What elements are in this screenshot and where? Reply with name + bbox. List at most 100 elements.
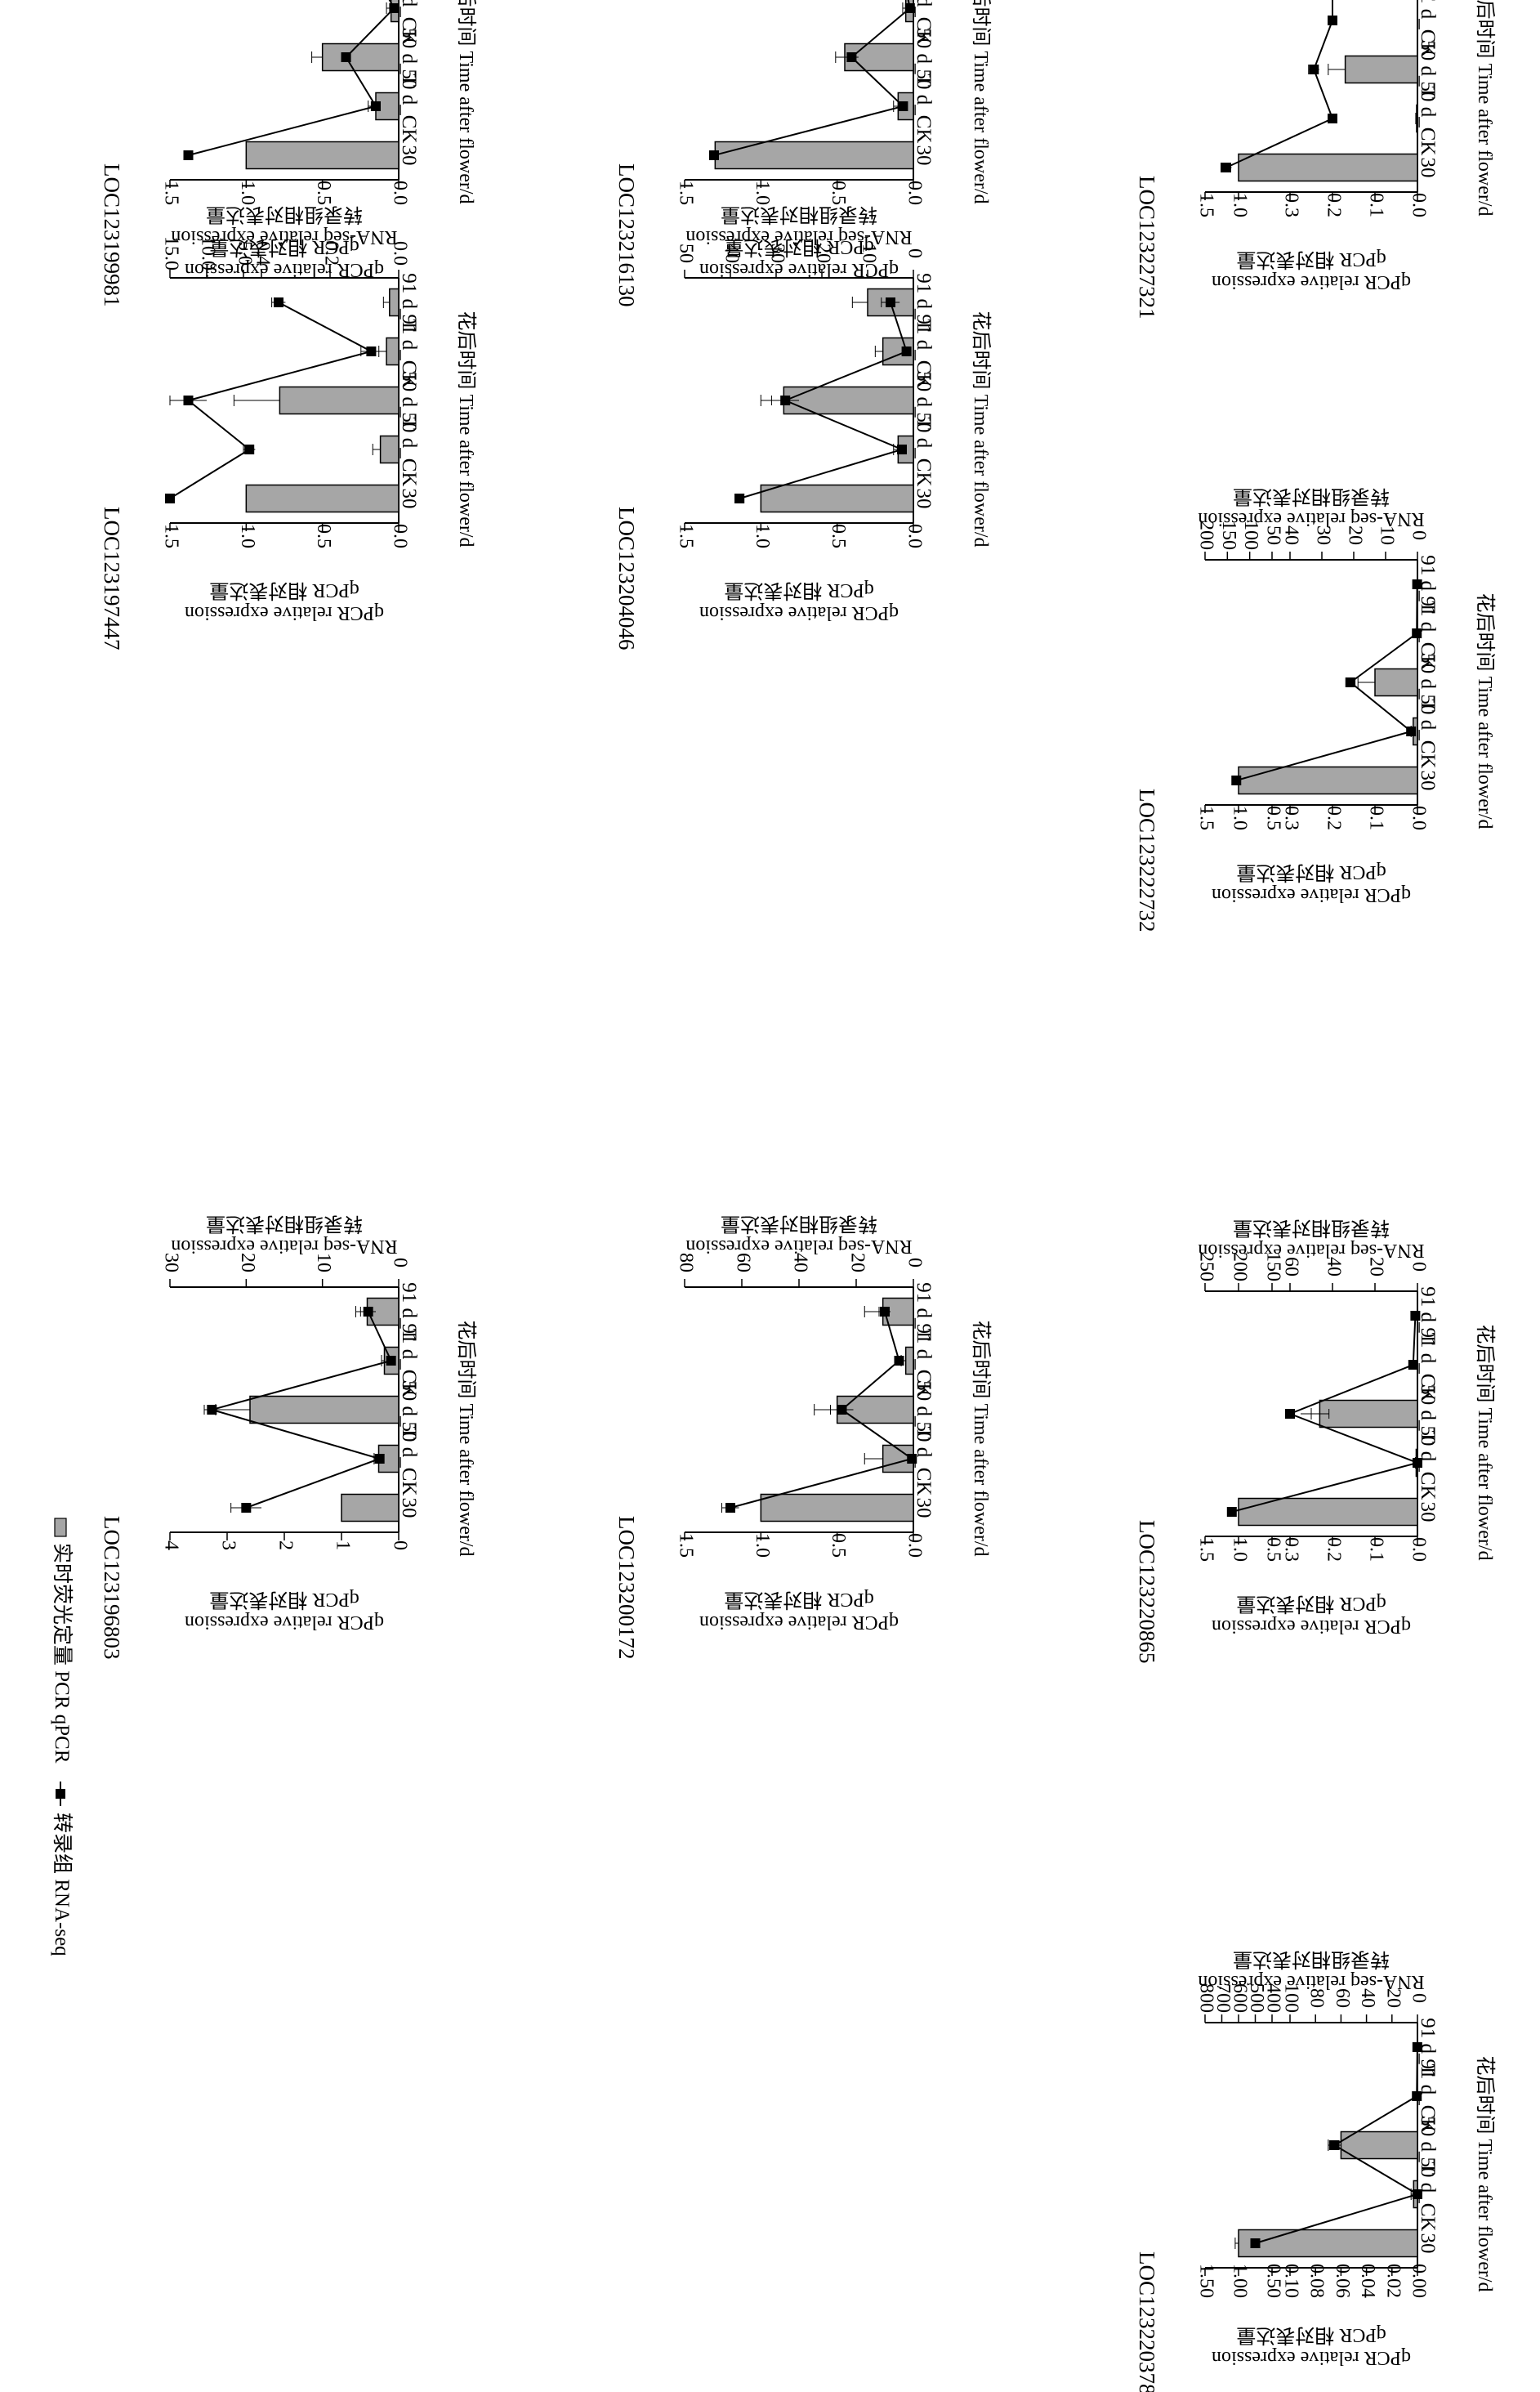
- left-axis-label: qPCR 相对表达量: [1236, 1593, 1386, 1615]
- left-tick-label: 1.5: [675, 524, 696, 548]
- qpcr-bar: [1319, 1399, 1418, 1428]
- category-label: 50 d_T: [1417, 2116, 1439, 2175]
- legend-qpcr-label: 实时荧光定量 PCR qPCR: [51, 1543, 74, 1764]
- chart-title: LOC123220865: [1135, 1520, 1159, 1664]
- right-tick-label: 150: [1218, 521, 1239, 550]
- rnaseq-marker: [1413, 2189, 1422, 2199]
- right-tick-label: 20: [1344, 525, 1365, 545]
- right-tick-label: 0: [1408, 1262, 1429, 1272]
- category-label: 50 d_T: [398, 28, 420, 87]
- rnaseq-marker: [183, 396, 194, 405]
- right-axis-label: 转录组相对表达量: [721, 203, 877, 226]
- category-label: 30: [913, 489, 935, 509]
- right-tick-label: 0.4: [252, 241, 273, 266]
- right-tick-label: 20: [1382, 1988, 1404, 2008]
- left-tick-label: 0.50: [1262, 2264, 1283, 2298]
- left-tick-label: 1.0: [1229, 1537, 1250, 1562]
- category-label: 91 d_CK: [398, 315, 420, 389]
- qpcr-bar: [279, 386, 400, 415]
- right-axis-label: RNA-seq relative expression: [685, 1236, 912, 1257]
- left-tick-label: 0.3: [1280, 193, 1301, 217]
- chart-panel-LOC123199981: 0.00.51.01.502040601001502003050 d_CK50 …: [100, 0, 477, 307]
- rnaseq-marker: [886, 297, 895, 307]
- category-label: 50 d_T: [398, 371, 420, 430]
- rnaseq-marker: [207, 1405, 217, 1415]
- left-tick-label: 0.0: [904, 1533, 925, 1558]
- right-tick-label: 40: [1357, 1988, 1378, 2008]
- left-tick-label: 1.5: [1195, 1537, 1216, 1562]
- rnaseq-marker: [898, 101, 908, 111]
- chart-panel-LOC123222732: 0.0 0.1 0.2 0.30.5 1.0 1.5 0 10 20 30 405010015020…: [1135, 485, 1496, 932]
- chart-title: LOC123197447: [100, 507, 124, 651]
- rnaseq-line: [1225, 0, 1334, 168]
- left-axis-label: qPCR 相对表达量: [209, 579, 359, 601]
- right-tick-label: 40: [789, 1253, 810, 1272]
- right-tick-label: 40: [721, 244, 742, 263]
- rnaseq-marker: [1328, 16, 1337, 25]
- right-tick-label: 30: [766, 244, 788, 263]
- category-label: 50 d_T: [913, 371, 935, 430]
- left-axis-label: qPCR 相对表达量: [1236, 248, 1386, 270]
- right-axis-label: RNA-seq relative expression: [171, 226, 397, 248]
- left-tick-label: 0.0: [1408, 1537, 1429, 1562]
- left-tick-label: 0.04: [1357, 2264, 1378, 2298]
- left-tick-label: 2: [275, 1540, 296, 1550]
- category-label: 50 d_CK: [398, 69, 420, 144]
- left-tick-label: 1.5: [675, 181, 696, 205]
- x-axis-label: 花后时间 Time after flower/d: [1474, 2055, 1496, 2291]
- right-tick-label: 20: [237, 1253, 258, 1272]
- left-tick-label: 4: [160, 1540, 181, 1550]
- x-axis-label: 花后时间 Time after flower/d: [455, 311, 477, 547]
- rnaseq-marker: [386, 1356, 396, 1366]
- category-label: 91 d_CK: [398, 1324, 420, 1398]
- rnaseq-marker: [244, 445, 255, 454]
- right-tick-label: 700: [1212, 1983, 1234, 2013]
- left-axis-label: qPCR 相对表达量: [1236, 861, 1386, 883]
- category-label: 91 d_CK: [1417, 0, 1439, 57]
- rnaseq-marker: [1408, 1360, 1418, 1370]
- right-tick-label: 10.0: [197, 236, 218, 270]
- qpcr-bar: [1374, 668, 1418, 697]
- left-axis-label: qPCR 相对表达量: [724, 1589, 873, 1611]
- left-tick-label: 0.10: [1280, 2264, 1301, 2298]
- rnaseq-marker: [846, 52, 857, 62]
- left-axis-label: qPCR 相对表达量: [724, 236, 873, 258]
- category-label: 30: [1417, 1502, 1439, 1522]
- qpcr-bar: [1238, 153, 1418, 182]
- right-axis-label: RNA-seq relative expression: [685, 226, 912, 248]
- right-tick-label: 0: [389, 1258, 410, 1268]
- left-axis-label: qPCR relative expression: [1212, 884, 1411, 905]
- qpcr-bar: [341, 1493, 400, 1522]
- right-tick-label: 40: [1280, 525, 1301, 545]
- x-axis-label: 花后时间 Time after flower/d: [970, 311, 992, 547]
- category-label: 50 d_CK: [398, 1422, 420, 1496]
- right-tick-label: 200: [1229, 1252, 1250, 1281]
- right-axis-label: 转录组相对表达量: [721, 1213, 877, 1235]
- right-tick-label: 60: [732, 1253, 753, 1272]
- category-label: 50 d_CK: [913, 1422, 935, 1496]
- left-axis-label: qPCR relative expression: [1212, 271, 1411, 293]
- chart-title: LOC123227321: [1135, 176, 1159, 320]
- left-tick-label: 0.5: [313, 524, 334, 548]
- left-tick-label: 1.0: [237, 181, 258, 205]
- right-tick-label: 80: [1306, 1988, 1328, 2008]
- qpcr-bar: [1238, 2229, 1418, 2258]
- left-axis-label: qPCR relative expression: [185, 259, 384, 280]
- category-label: 50 d_CK: [1417, 82, 1439, 156]
- left-tick-label: 0.0: [389, 181, 410, 205]
- rnaseq-marker: [241, 1503, 252, 1513]
- rnaseq-marker: [389, 3, 400, 13]
- category-label: 50 d_CK: [1417, 695, 1439, 769]
- rnaseq-marker: [1413, 1458, 1422, 1468]
- right-tick-label: 150: [1262, 1252, 1283, 1281]
- right-tick-label: 20: [812, 244, 833, 263]
- rnaseq-marker: [1328, 114, 1337, 123]
- right-axis-label: 转录组相对表达量: [1233, 485, 1390, 507]
- rnaseq-marker: [837, 1405, 847, 1415]
- category-label: 91 d_T: [398, 273, 420, 332]
- right-tick-label: 600: [1229, 1983, 1250, 2013]
- chart-panel-LOC123216130: 0.00.51.01.505101520501001502002503050 d…: [614, 0, 992, 307]
